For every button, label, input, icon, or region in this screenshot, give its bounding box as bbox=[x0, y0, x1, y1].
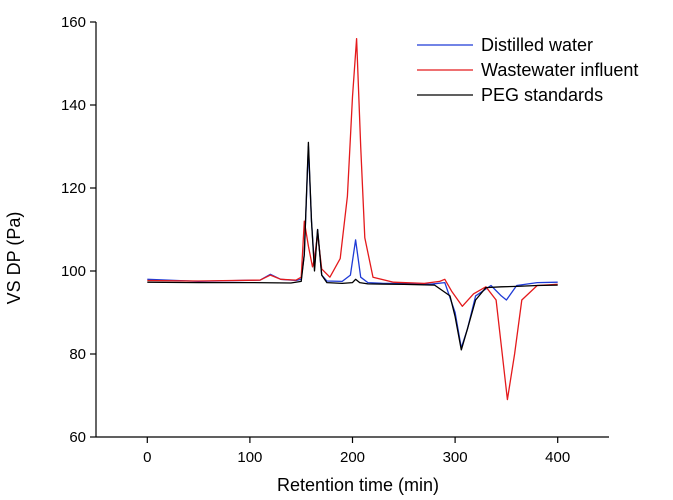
legend-label: PEG standards bbox=[481, 85, 603, 105]
series-line-wastewater-influent bbox=[147, 37, 558, 401]
series-line-distilled-water bbox=[147, 145, 558, 349]
x-tick-label: 300 bbox=[443, 449, 468, 466]
y-axis-title: VS DP (Pa) bbox=[4, 212, 24, 305]
x-tick-label: 200 bbox=[340, 449, 365, 466]
y-tick-label: 80 bbox=[69, 346, 86, 363]
x-tick-label: 100 bbox=[237, 449, 262, 466]
legend: Distilled water Wastewater influent PEG st… bbox=[417, 35, 638, 105]
series-line-peg-standards bbox=[147, 141, 558, 351]
legend-label: Distilled water bbox=[481, 35, 593, 55]
y-tick-label: 140 bbox=[61, 97, 86, 114]
x-axis-title: Retention time (min) bbox=[277, 475, 439, 495]
legend-label: Wastewater influent bbox=[481, 60, 638, 80]
y-tick-label: 100 bbox=[61, 263, 86, 280]
axes: 0 100 200 300 400 60 80 100 120 140 160 bbox=[61, 14, 609, 466]
y-tick-label: 120 bbox=[61, 180, 86, 197]
x-tick-label: 400 bbox=[545, 449, 570, 466]
y-tick-label: 60 bbox=[69, 429, 86, 446]
series-layer bbox=[147, 37, 558, 401]
x-tick-label: 0 bbox=[143, 449, 151, 466]
y-tick-label: 160 bbox=[61, 14, 86, 31]
